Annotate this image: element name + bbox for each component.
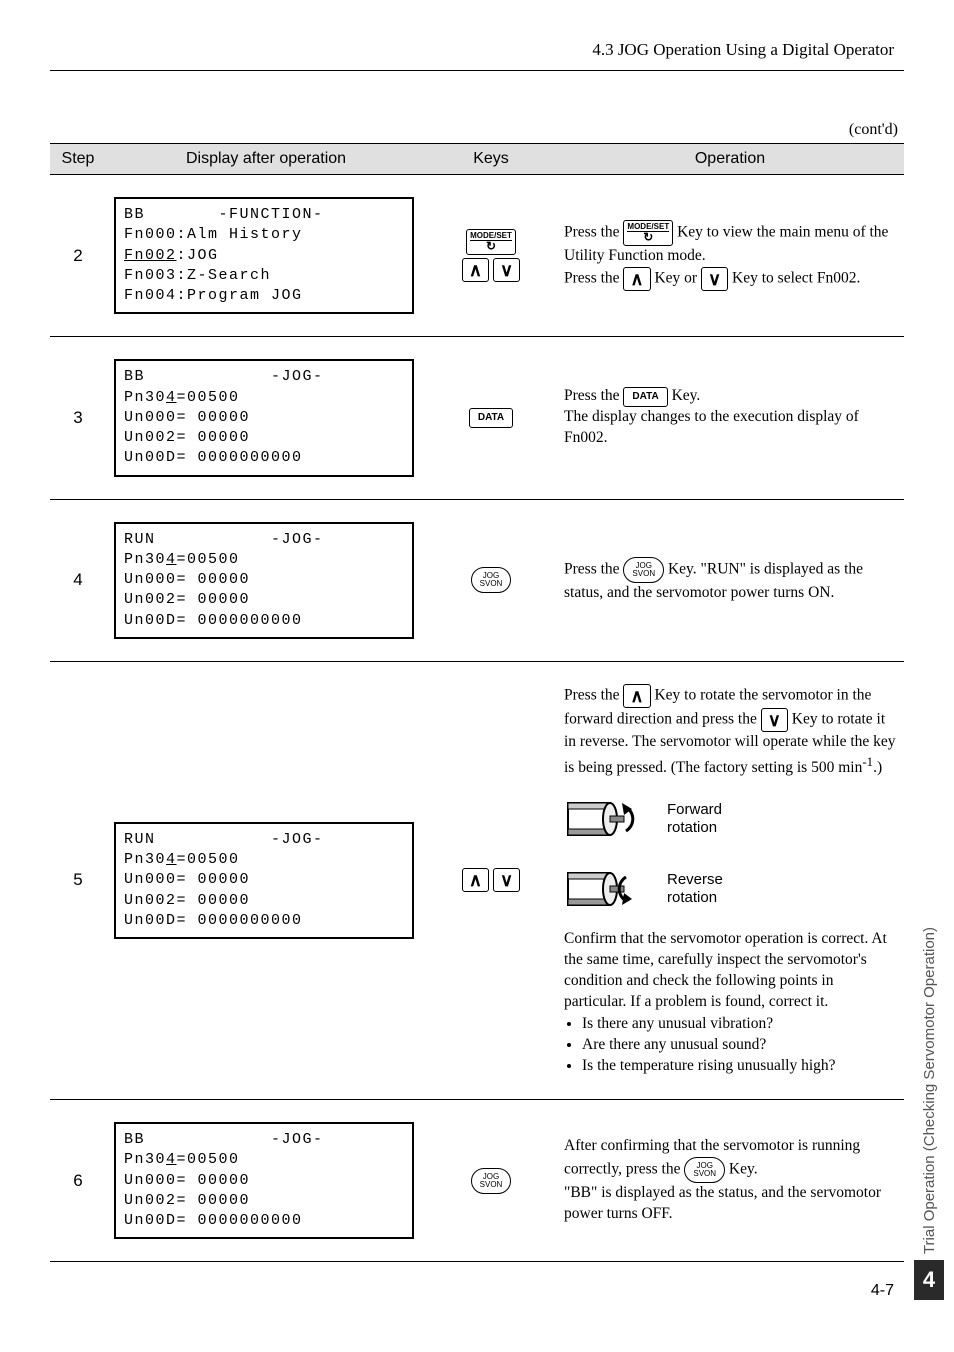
keys-cell: DATA bbox=[426, 337, 556, 499]
table-row: 2BB -FUNCTION- Fn000:Alm History Fn002:J… bbox=[50, 175, 904, 337]
keys-cell: ∧ ∨ bbox=[426, 661, 556, 1099]
operation-table: Step Display after operation Keys Operat… bbox=[50, 143, 904, 1262]
bullet: Is there any unusual vibration? bbox=[582, 1014, 896, 1035]
table-row: 6BB -JOG- Pn304=00500 Un000= 00000 Un002… bbox=[50, 1100, 904, 1262]
side-tab: Trial Operation (Checking Servomotor Ope… bbox=[914, 927, 944, 1300]
col-keys: Keys bbox=[426, 144, 556, 175]
lcd-display: BB -JOG- Pn304=00500 Un000= 00000 Un002=… bbox=[114, 359, 414, 476]
forward-label: Forwardrotation bbox=[667, 801, 722, 837]
col-step: Step bbox=[50, 144, 106, 175]
page-number: 4-7 bbox=[50, 1282, 904, 1300]
jog-key: JOGSVON bbox=[471, 1168, 512, 1194]
col-op: Operation bbox=[556, 144, 904, 175]
table-row: 5RUN -JOG- Pn304=00500 Un000= 00000 Un00… bbox=[50, 661, 904, 1099]
lcd-display: RUN -JOG- Pn304=00500 Un000= 00000 Un002… bbox=[114, 522, 414, 639]
keys-cell: JOGSVON bbox=[426, 1100, 556, 1262]
display-cell: BB -FUNCTION- Fn000:Alm History Fn002:JO… bbox=[106, 175, 426, 337]
col-display: Display after operation bbox=[106, 144, 426, 175]
operation-cell: After confirming that the servomotor is … bbox=[556, 1100, 904, 1262]
keys-cell: MODE/SET↻ ∧ ∨ bbox=[426, 175, 556, 337]
display-cell: RUN -JOG- Pn304=00500 Un000= 00000 Un002… bbox=[106, 661, 426, 1099]
operation-cell: Press the DATA Key.The display changes t… bbox=[556, 337, 904, 499]
header-rule bbox=[50, 70, 904, 71]
down-key: ∨ bbox=[701, 267, 728, 291]
up-key: ∧ bbox=[623, 267, 650, 291]
up-key: ∧ bbox=[462, 868, 489, 892]
step-cell: 4 bbox=[50, 499, 106, 661]
bullet: Is the temperature rising unusually high… bbox=[582, 1056, 896, 1077]
down-key: ∨ bbox=[493, 258, 520, 282]
step-cell: 5 bbox=[50, 661, 106, 1099]
jog-key: JOGSVON bbox=[471, 567, 512, 593]
display-cell: BB -JOG- Pn304=00500 Un000= 00000 Un002=… bbox=[106, 337, 426, 499]
operation-cell: Press the JOGSVON Key. "RUN" is displaye… bbox=[556, 499, 904, 661]
data-key: DATA bbox=[623, 387, 667, 407]
motor-icon bbox=[564, 789, 659, 849]
modeset-key: MODE/SET↻ bbox=[623, 220, 673, 246]
lcd-display: BB -FUNCTION- Fn000:Alm History Fn002:JO… bbox=[114, 197, 414, 314]
keys-cell: JOGSVON bbox=[426, 499, 556, 661]
jog-key: JOGSVON bbox=[623, 557, 664, 583]
lcd-display: RUN -JOG- Pn304=00500 Un000= 00000 Un002… bbox=[114, 822, 414, 939]
side-num: 4 bbox=[914, 1260, 944, 1300]
side-text: Trial Operation (Checking Servomotor Ope… bbox=[921, 927, 938, 1254]
operation-cell: Press the MODE/SET↻ Key to view the main… bbox=[556, 175, 904, 337]
step-cell: 2 bbox=[50, 175, 106, 337]
section-header: 4.3 JOG Operation Using a Digital Operat… bbox=[50, 40, 904, 60]
down-key: ∨ bbox=[761, 708, 788, 732]
down-key: ∨ bbox=[493, 868, 520, 892]
up-key: ∧ bbox=[462, 258, 489, 282]
step-cell: 6 bbox=[50, 1100, 106, 1262]
display-cell: BB -JOG- Pn304=00500 Un000= 00000 Un002=… bbox=[106, 1100, 426, 1262]
table-row: 3BB -JOG- Pn304=00500 Un000= 00000 Un002… bbox=[50, 337, 904, 499]
motor-icon bbox=[564, 859, 659, 919]
step-cell: 3 bbox=[50, 337, 106, 499]
contd-label: (cont'd) bbox=[50, 121, 904, 139]
data-key: DATA bbox=[469, 408, 513, 428]
modeset-key: MODE/SET↻ bbox=[466, 229, 516, 255]
table-row: 4RUN -JOG- Pn304=00500 Un000= 00000 Un00… bbox=[50, 499, 904, 661]
lcd-display: BB -JOG- Pn304=00500 Un000= 00000 Un002=… bbox=[114, 1122, 414, 1239]
operation-cell: Press the ∧ Key to rotate the servomotor… bbox=[556, 661, 904, 1099]
up-key: ∧ bbox=[623, 684, 650, 708]
reverse-label: Reverserotation bbox=[667, 871, 723, 907]
display-cell: RUN -JOG- Pn304=00500 Un000= 00000 Un002… bbox=[106, 499, 426, 661]
bullet: Are there any unusual sound? bbox=[582, 1035, 896, 1056]
jog-key: JOGSVON bbox=[684, 1157, 725, 1183]
